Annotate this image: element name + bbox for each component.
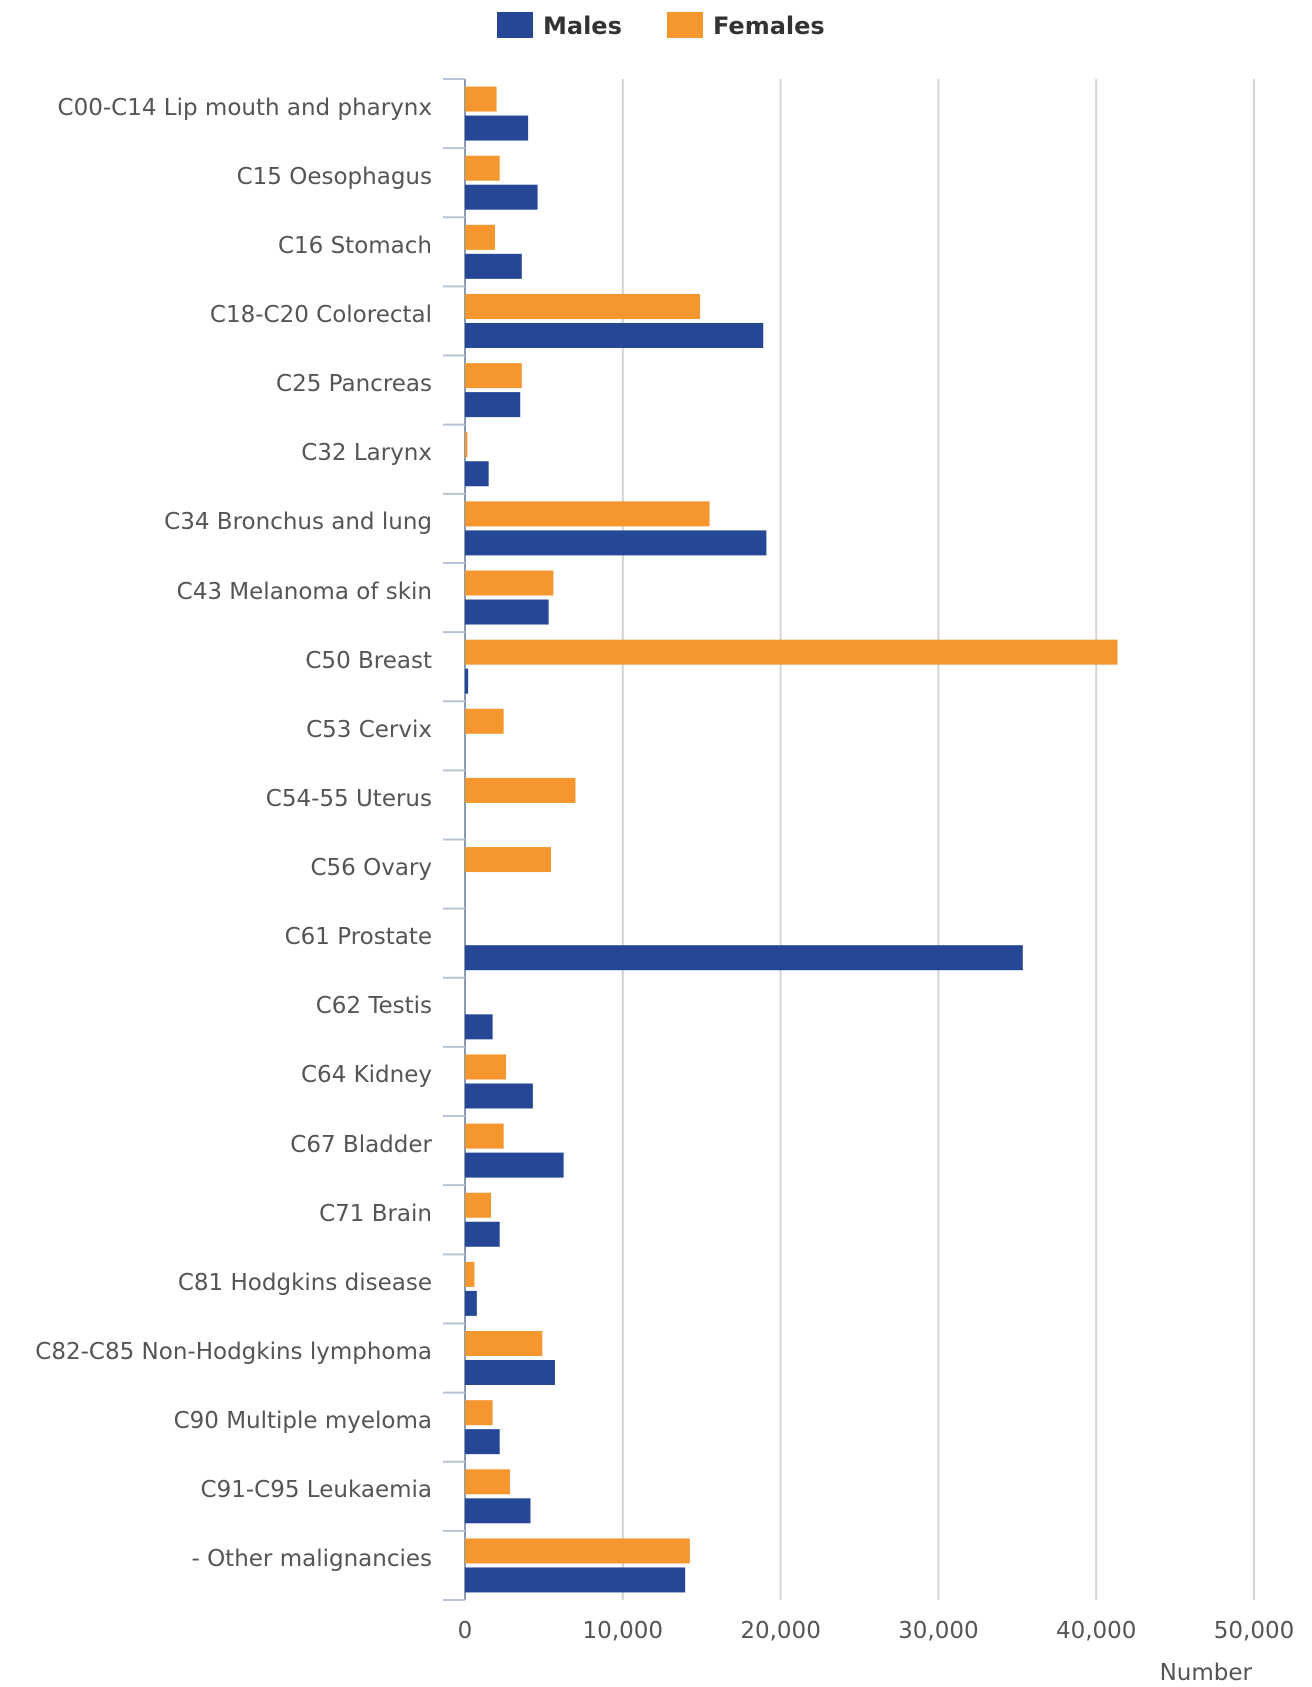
y-tick-label: C90 Multiple myeloma xyxy=(173,1408,432,1435)
x-axis-label: Number xyxy=(1160,1660,1253,1686)
bar xyxy=(465,1014,493,1040)
bar xyxy=(465,1192,492,1218)
bar xyxy=(465,1498,531,1524)
bar xyxy=(465,1360,555,1386)
x-tick-label: 10,000 xyxy=(583,1618,663,1644)
bar xyxy=(465,293,701,319)
bar xyxy=(465,363,522,389)
y-tick-label: C81 Hodgkins disease xyxy=(177,1269,432,1296)
legend-swatch xyxy=(667,12,703,38)
y-tick-label: C25 Pancreas xyxy=(276,371,432,398)
y-tick-label: C62 Testis xyxy=(315,993,432,1020)
bar xyxy=(465,1469,510,1495)
y-tick-label: C82-C85 Non-Hodgkins lymphoma xyxy=(35,1339,432,1366)
legend-label: Females xyxy=(713,12,825,40)
bar xyxy=(465,1290,477,1316)
legend-label: Males xyxy=(543,12,622,40)
bar xyxy=(465,1083,533,1109)
y-tick-label: C53 Cervix xyxy=(306,716,432,743)
y-tick-label: C54-55 Uterus xyxy=(265,785,432,812)
bar xyxy=(465,115,529,141)
bar xyxy=(465,1400,493,1426)
bar xyxy=(465,1123,504,1149)
y-tick-label: C91-C95 Leukaemia xyxy=(200,1477,432,1504)
x-tick-label: 20,000 xyxy=(740,1618,820,1644)
y-tick-label: C67 Bladder xyxy=(290,1131,432,1158)
bar xyxy=(465,708,504,734)
y-tick-label: C18-C20 Colorectal xyxy=(209,301,432,328)
y-tick-label: C16 Stomach xyxy=(277,232,432,259)
bar xyxy=(465,668,469,694)
bar xyxy=(465,945,1023,971)
x-tick-label: 40,000 xyxy=(1056,1618,1136,1644)
bar xyxy=(465,1429,500,1455)
bar xyxy=(465,530,767,556)
bar xyxy=(465,847,552,873)
bar xyxy=(465,86,497,112)
y-tick-label: C34 Bronchus and lung xyxy=(164,509,432,536)
bar xyxy=(465,392,521,418)
x-tick-label: 0 xyxy=(458,1618,473,1644)
bar xyxy=(465,1152,564,1178)
bar xyxy=(465,1054,507,1080)
x-tick-label: 50,000 xyxy=(1214,1618,1294,1644)
bar xyxy=(465,639,1118,665)
bar xyxy=(465,322,764,348)
bar xyxy=(465,432,468,458)
bar xyxy=(465,777,576,803)
y-tick-label: C61 Prostate xyxy=(284,924,432,951)
y-tick-label: C00-C14 Lip mouth and pharynx xyxy=(57,94,432,121)
bar xyxy=(465,253,522,279)
bar xyxy=(465,570,554,596)
y-tick-label: C56 Ovary xyxy=(310,855,432,882)
bar xyxy=(465,501,710,527)
y-tick-label: C50 Breast xyxy=(305,647,432,674)
bar xyxy=(465,461,489,487)
bar xyxy=(465,224,495,250)
y-tick-label: - Other malignancies xyxy=(191,1546,432,1573)
x-tick-label: 30,000 xyxy=(898,1618,978,1644)
y-tick-label: C64 Kidney xyxy=(300,1062,432,1089)
bar xyxy=(465,1331,543,1357)
bar xyxy=(465,1567,686,1593)
bar xyxy=(465,1261,475,1287)
y-tick-label: C15 Oesophagus xyxy=(236,163,432,190)
y-tick-label: C32 Larynx xyxy=(301,440,432,467)
bar xyxy=(465,1538,690,1564)
legend-swatch xyxy=(497,12,533,38)
y-tick-label: C43 Melanoma of skin xyxy=(176,578,432,605)
y-tick-label: C71 Brain xyxy=(319,1200,432,1227)
bar xyxy=(465,155,500,181)
bar xyxy=(465,1221,500,1247)
bar xyxy=(465,184,538,210)
bar xyxy=(465,599,549,625)
